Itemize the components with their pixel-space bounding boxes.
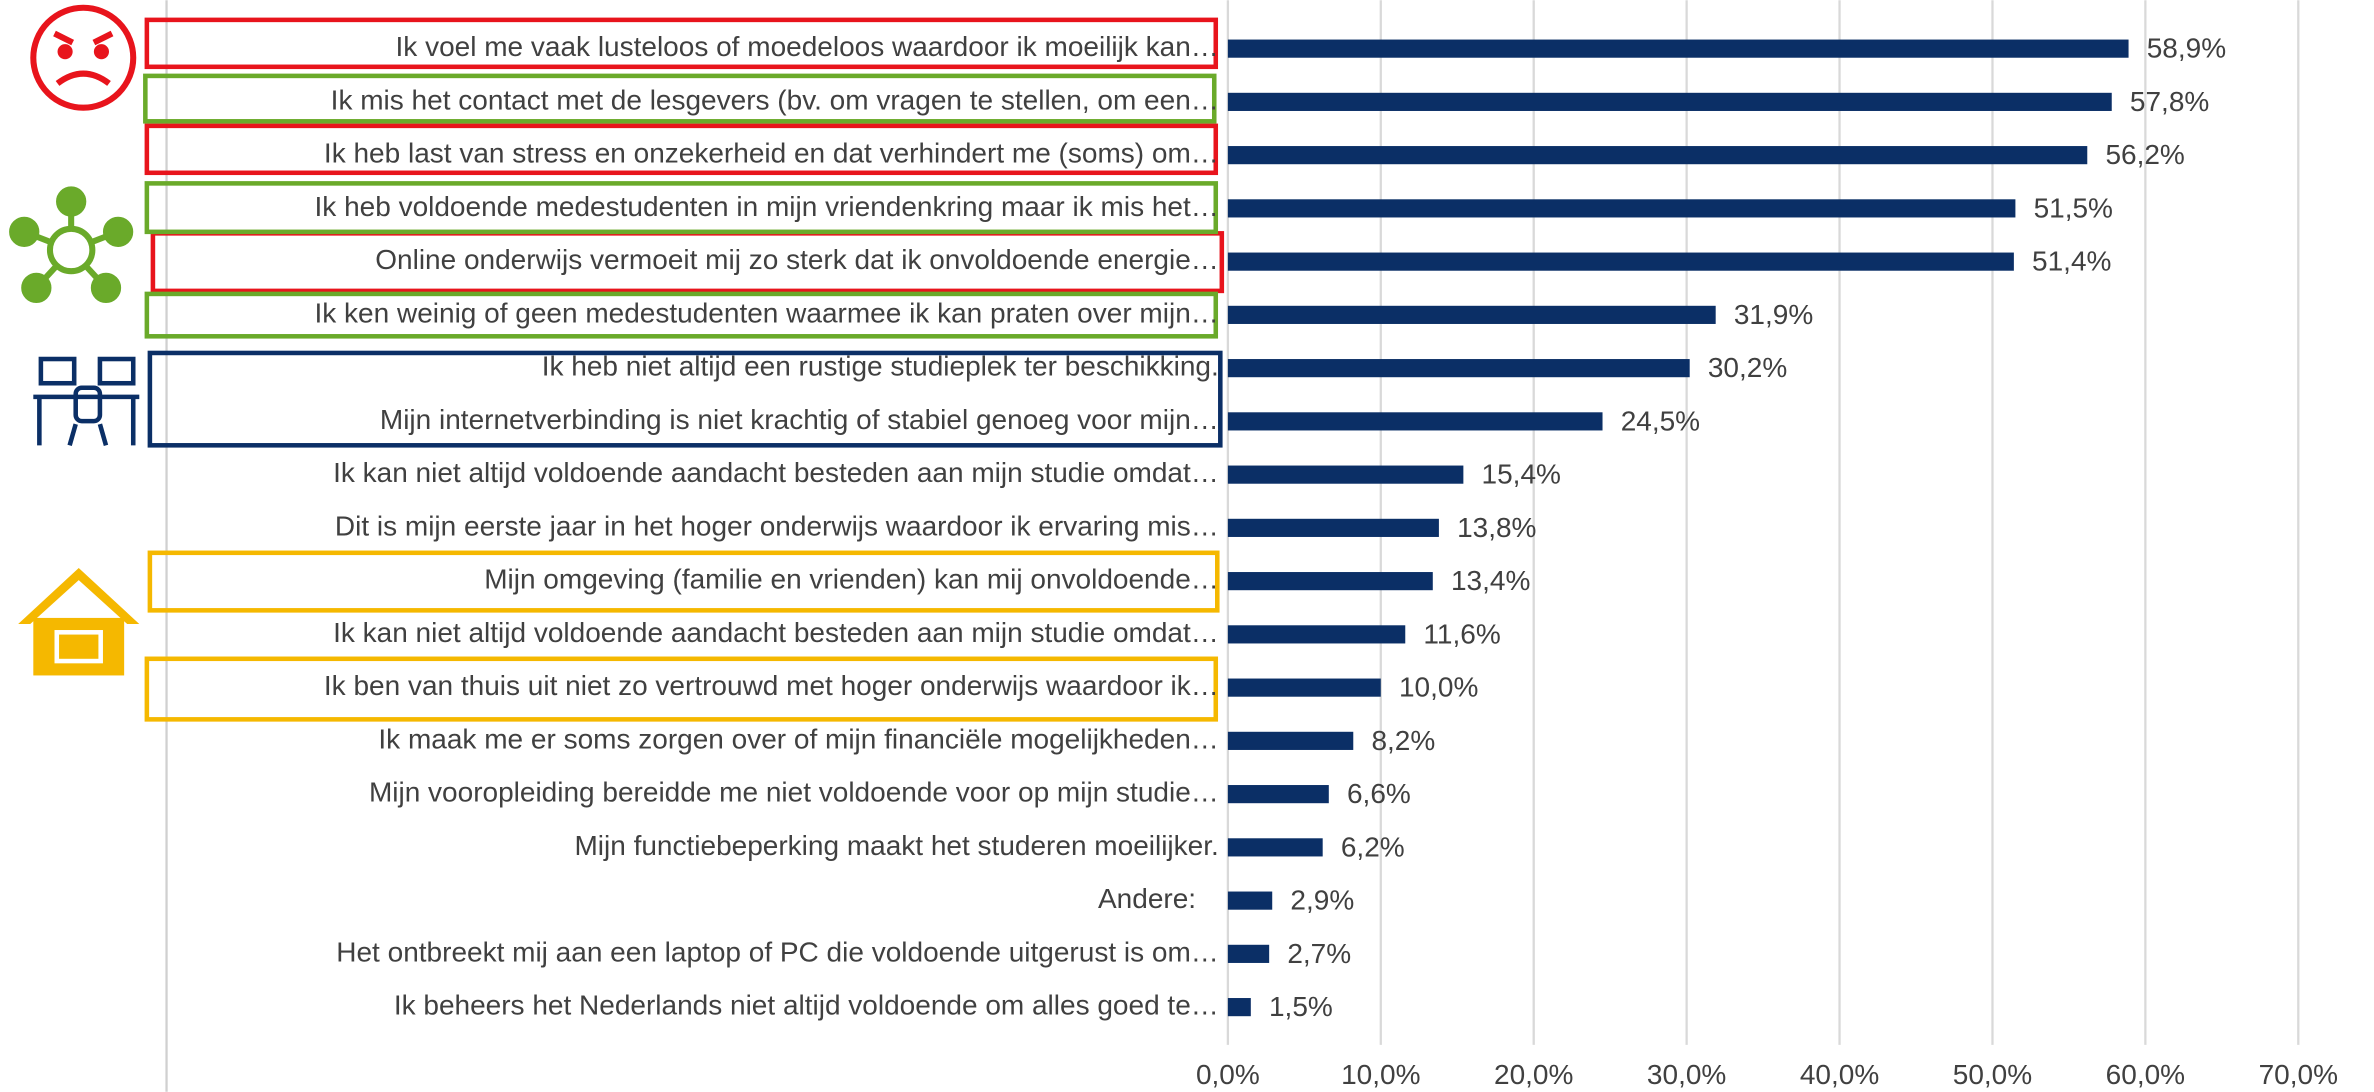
highlight-boxes — [143, 17, 1225, 722]
value-label: 6,2% — [1341, 831, 1405, 862]
x-tick-label: 40,0% — [1800, 1059, 1879, 1090]
x-tick-label: 0,0% — [1196, 1059, 1260, 1090]
bar — [1227, 146, 2088, 165]
bar — [1227, 572, 1433, 591]
bar — [1227, 998, 1251, 1017]
y-tick-label: Ik heb last van stress en onzekerheid en… — [324, 138, 1219, 169]
value-label: 56,2% — [2105, 139, 2184, 170]
value-label: 51,5% — [2034, 192, 2113, 223]
x-tick-label: 20,0% — [1494, 1059, 1573, 1090]
value-label: 10,0% — [1399, 672, 1478, 703]
y-tick-label: Het ontbreekt mij aan een laptop of PC d… — [336, 936, 1219, 967]
value-label: 2,9% — [1290, 885, 1354, 916]
y-tick-label: Online onderwijs vermoeit mij zo sterk d… — [375, 244, 1219, 275]
box-yellow — [147, 550, 1220, 613]
bar — [1227, 731, 1354, 750]
y-tick-label: Ik kan niet altijd voldoende aandacht be… — [333, 617, 1219, 648]
value-label: 31,9% — [1734, 299, 1813, 330]
icon-network — [9, 186, 134, 303]
value-label: 58,9% — [2147, 33, 2226, 64]
bar — [1227, 252, 2014, 271]
y-tick-label: Mijn functiebeperking maakt het studeren… — [574, 830, 1218, 861]
value-label: 2,7% — [1287, 938, 1351, 969]
value-label: 11,6% — [1423, 618, 1500, 649]
y-tick-label: Ik kan niet altijd voldoende aandacht be… — [333, 457, 1219, 488]
value-label: 15,4% — [1482, 459, 1561, 490]
bar — [1227, 838, 1323, 857]
bar — [1227, 412, 1603, 431]
icon-sad-face — [30, 4, 137, 111]
bar — [1227, 92, 2112, 111]
bar — [1227, 465, 1464, 484]
y-tick-label: Ik voel me vaak lusteloos of moedeloos w… — [396, 31, 1219, 62]
y-tick-label: Ik mis het contact met de lesgevers (bv.… — [331, 84, 1219, 115]
x-tick-label: 50,0% — [1953, 1059, 2032, 1090]
icon-desks — [33, 356, 140, 446]
bar — [1227, 359, 1690, 378]
y-tick-label: Ik beheers het Nederlands niet altijd vo… — [394, 990, 1219, 1021]
box-green — [143, 73, 1217, 124]
value-label: 51,4% — [2032, 246, 2111, 277]
y-tick-label: Ik ben van thuis uit niet zo vertrouwd m… — [324, 670, 1219, 701]
bar — [1227, 518, 1439, 537]
icon-house — [18, 567, 140, 676]
value-label: 57,8% — [2130, 86, 2209, 117]
y-tick-label: Andere: — [1098, 883, 1196, 914]
y-tick-label: Ik maak me er soms zorgen over of mijn f… — [378, 723, 1218, 754]
value-label: 8,2% — [1371, 725, 1435, 756]
value-label: 24,5% — [1621, 405, 1700, 436]
bar — [1227, 625, 1406, 644]
y-tick-label: Ik ken weinig of geen medestudenten waar… — [315, 297, 1219, 328]
box-yellow — [144, 656, 1219, 722]
y-tick-label: Ik heb voldoende medestudenten in mijn v… — [315, 191, 1219, 222]
box-green — [144, 291, 1219, 339]
y-tick-label: Mijn internetverbinding is niet krachtig… — [380, 404, 1219, 435]
value-label: 13,4% — [1451, 565, 1530, 596]
box-navy — [147, 350, 1223, 448]
y-tick-label: Ik heb niet altijd een rustige studieple… — [542, 351, 1219, 382]
bar — [1227, 39, 2129, 58]
bar — [1227, 199, 2016, 218]
box-green — [144, 181, 1219, 235]
y-tick-label: Mijn vooropleiding bereidde me niet vold… — [369, 777, 1219, 808]
box-red — [144, 17, 1219, 70]
y-tick-label: Dit is mijn eerste jaar in het hoger ond… — [335, 510, 1219, 541]
value-label: 30,2% — [1708, 352, 1787, 383]
value-label: 1,5% — [1269, 991, 1333, 1022]
box-red — [144, 123, 1219, 176]
bar — [1227, 944, 1270, 963]
x-tick-label: 10,0% — [1341, 1059, 1420, 1090]
value-label: 13,8% — [1457, 512, 1536, 543]
bar — [1227, 891, 1273, 910]
bar — [1227, 785, 1329, 804]
bar — [1227, 678, 1381, 697]
y-tick-label: Mijn omgeving (familie en vrienden) kan … — [484, 564, 1219, 595]
x-tick-label: 30,0% — [1647, 1059, 1726, 1090]
bar — [1227, 305, 1716, 324]
value-label: 6,6% — [1347, 778, 1411, 809]
x-tick-label: 70,0% — [2259, 1059, 2338, 1090]
x-tick-label: 60,0% — [2106, 1059, 2185, 1090]
